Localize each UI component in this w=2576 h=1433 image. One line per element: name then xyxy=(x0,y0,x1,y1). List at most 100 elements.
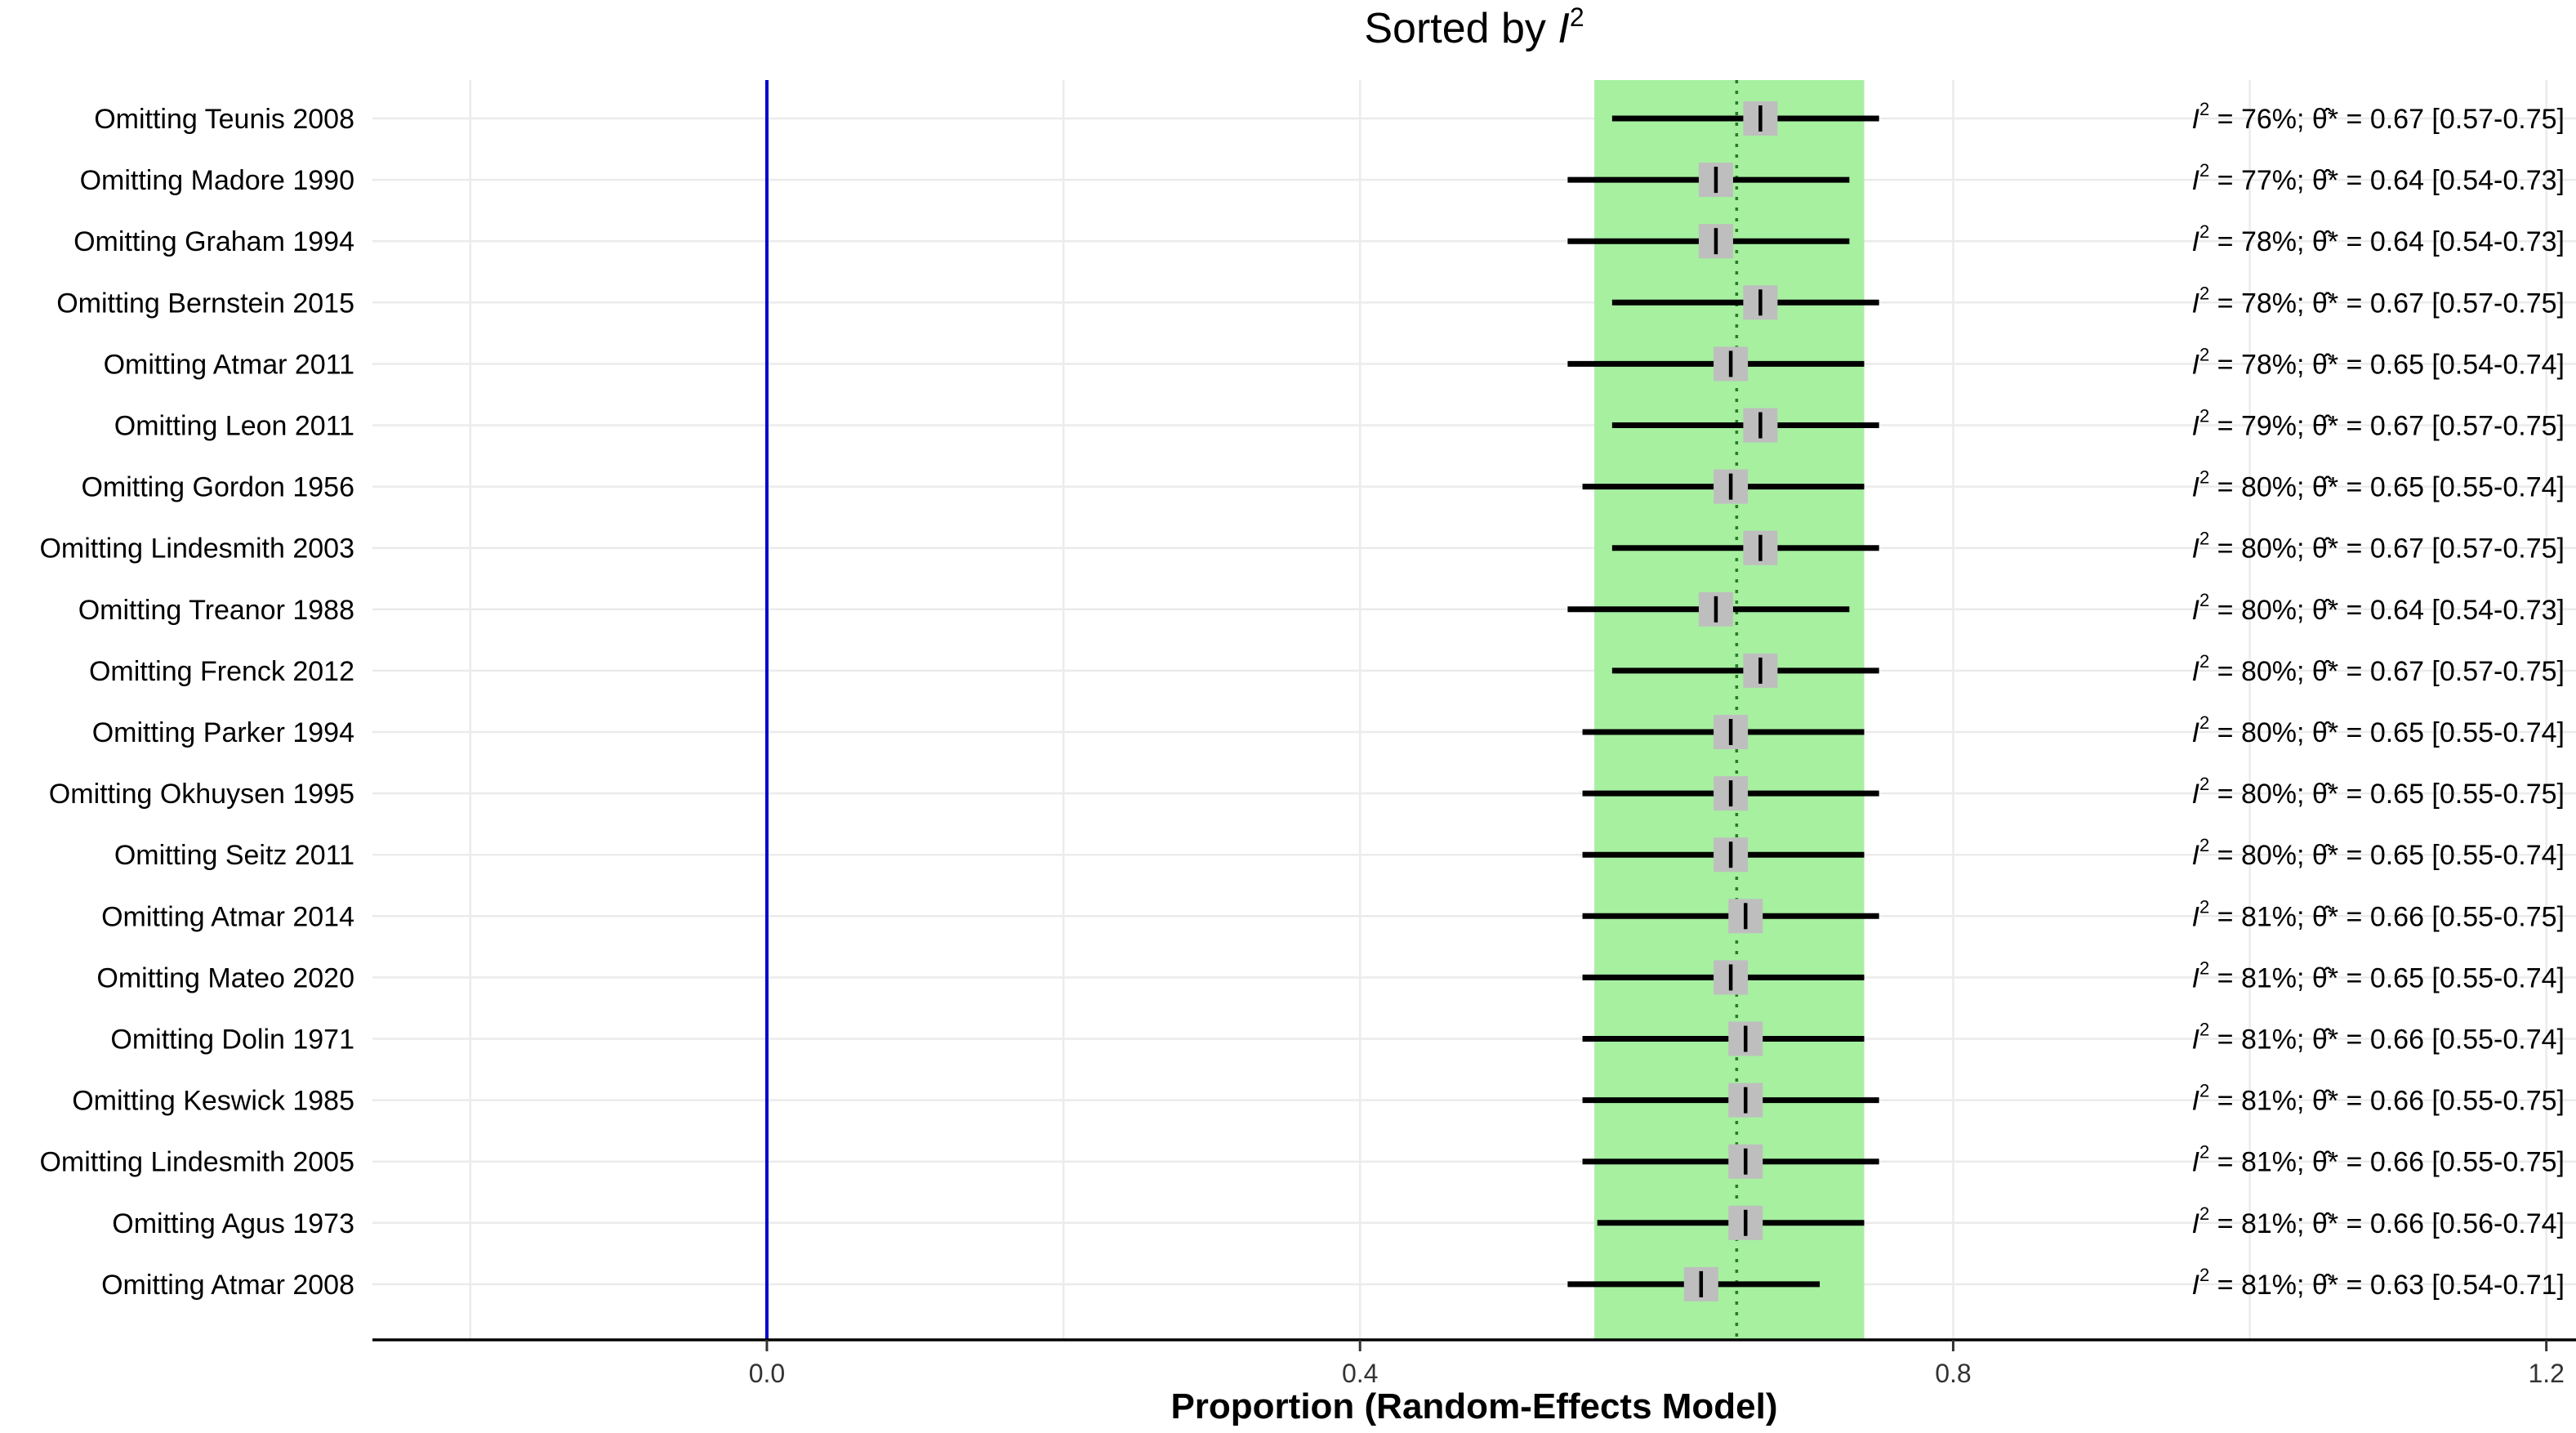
annotation-i-sup: 2 xyxy=(2199,529,2209,549)
study-label: Omitting Keswick 1985 xyxy=(72,1086,354,1117)
annotation-i-symbol: I xyxy=(2192,288,2200,319)
annotation-i-sup: 2 xyxy=(2199,896,2209,917)
annotation-estimate-value: 0.67 [0.57-0.75] xyxy=(2370,288,2565,319)
annotation-i-symbol: I xyxy=(2192,840,2200,871)
annotation-theta-symbol: θ̂* xyxy=(2312,349,2338,380)
annotation-equals: = xyxy=(2338,104,2370,135)
annotation-separator: ; xyxy=(2297,656,2312,687)
annotation-i2-value: 79% xyxy=(2241,411,2297,442)
annotation-i-sup: 2 xyxy=(2199,651,2209,672)
annotation-equals: = xyxy=(2209,1086,2241,1117)
annotation-i2-value: 81% xyxy=(2241,962,2297,993)
annotation-estimate-value: 0.66 [0.55-0.74] xyxy=(2370,1025,2565,1056)
study-label: Omitting Graham 1994 xyxy=(74,226,354,257)
annotation-i-sup: 2 xyxy=(2199,283,2209,303)
annotation-theta-symbol: θ̂* xyxy=(2312,165,2338,196)
annotation-i2-value: 80% xyxy=(2241,595,2297,626)
annotation-separator: ; xyxy=(2297,472,2312,503)
annotation-i-sup: 2 xyxy=(2199,774,2209,794)
annotation-theta-symbol: θ̂* xyxy=(2312,411,2338,442)
annotation-estimate-value: 0.65 [0.54-0.74] xyxy=(2370,349,2565,380)
annotation-equals: = xyxy=(2209,656,2241,687)
annotation-i2-value: 81% xyxy=(2241,1086,2297,1117)
row-annotation: I2 = 80%; θ̂* = 0.64 [0.54-0.73] xyxy=(2192,590,2565,626)
study-labels-layer: Omitting Teunis 2008 Omitting Madore 1990… xyxy=(39,104,354,1301)
annotation-separator: ; xyxy=(2297,226,2312,257)
row-annotation: I2 = 77%; θ̂* = 0.64 [0.54-0.73] xyxy=(2192,160,2565,196)
annotation-i-symbol: I xyxy=(2192,1086,2200,1117)
annotation-i-symbol: I xyxy=(2192,349,2200,380)
study-label: Omitting Bernstein 2015 xyxy=(56,288,354,319)
annotation-i2-value: 81% xyxy=(2241,1025,2297,1056)
study-label: Omitting Atmar 2008 xyxy=(101,1270,354,1301)
annotation-equals: = xyxy=(2209,901,2241,932)
row-annotation: I2 = 81%; θ̂* = 0.66 [0.55-0.75] xyxy=(2192,1142,2565,1178)
study-label: Omitting Teunis 2008 xyxy=(94,104,354,135)
row-annotation: I2 = 78%; θ̂* = 0.65 [0.54-0.74] xyxy=(2192,344,2565,380)
annotation-equals: = xyxy=(2338,349,2370,380)
row-annotation: I2 = 80%; θ̂* = 0.67 [0.57-0.75] xyxy=(2192,651,2565,687)
row-annotation: I2 = 81%; θ̂* = 0.66 [0.56-0.74] xyxy=(2192,1203,2565,1239)
study-label: Omitting Atmar 2014 xyxy=(101,901,354,932)
annotation-equals: = xyxy=(2209,962,2241,993)
annotation-equals: = xyxy=(2209,288,2241,319)
row-annotation: I2 = 80%; θ̂* = 0.67 [0.57-0.75] xyxy=(2192,529,2565,565)
annotation-i-symbol: I xyxy=(2192,1270,2200,1301)
annotation-i-symbol: I xyxy=(2192,472,2200,503)
annotation-i2-value: 80% xyxy=(2241,656,2297,687)
annotation-separator: ; xyxy=(2297,288,2312,319)
annotation-i2-value: 78% xyxy=(2241,349,2297,380)
study-label: Omitting Dolin 1971 xyxy=(110,1025,354,1056)
annotation-i-sup: 2 xyxy=(2199,221,2209,242)
pooled-ci-band xyxy=(1594,80,1865,1340)
annotation-separator: ; xyxy=(2297,901,2312,932)
annotation-i-symbol: I xyxy=(2192,595,2200,626)
annotation-i-symbol: I xyxy=(2192,717,2200,748)
annotation-equals: = xyxy=(2338,1086,2370,1117)
grid-layer xyxy=(372,80,2576,1340)
annotation-i-symbol: I xyxy=(2192,901,2200,932)
annotation-theta-symbol: θ̂* xyxy=(2312,1270,2338,1301)
annotation-estimate-value: 0.66 [0.55-0.75] xyxy=(2370,1086,2565,1117)
annotation-i-sup: 2 xyxy=(2199,467,2209,488)
study-label: Omitting Leon 2011 xyxy=(114,411,354,442)
annotation-i-symbol: I xyxy=(2192,533,2200,565)
annotation-i-sup: 2 xyxy=(2199,1265,2209,1285)
annotation-i-sup: 2 xyxy=(2199,835,2209,855)
annotation-equals: = xyxy=(2209,840,2241,871)
annotation-theta-symbol: θ̂* xyxy=(2312,901,2338,932)
annotation-separator: ; xyxy=(2297,1086,2312,1117)
annotation-equals: = xyxy=(2338,840,2370,871)
annotation-theta-symbol: θ̂* xyxy=(2312,717,2338,748)
row-annotation: I2 = 80%; θ̂* = 0.65 [0.55-0.74] xyxy=(2192,467,2565,503)
row-annotation: I2 = 79%; θ̂* = 0.67 [0.57-0.75] xyxy=(2192,406,2565,442)
annotation-separator: ; xyxy=(2297,1270,2312,1301)
annotation-separator: ; xyxy=(2297,840,2312,871)
x-axis: 0.0 0.4 0.8 1.2 xyxy=(372,1338,2576,1388)
x-tick-label: 0.4 xyxy=(1342,1359,1378,1388)
study-label: Omitting Madore 1990 xyxy=(80,165,354,196)
annotation-equals: = xyxy=(2338,901,2370,932)
annotation-estimate-value: 0.65 [0.55-0.75] xyxy=(2370,779,2565,810)
annotation-i-sup: 2 xyxy=(2199,1020,2209,1040)
chart-title-italic: I xyxy=(1558,5,1569,52)
annotation-separator: ; xyxy=(2297,717,2312,748)
annotation-estimate-value: 0.67 [0.57-0.75] xyxy=(2370,411,2565,442)
chart-title: Sorted by I2 xyxy=(1364,2,1584,52)
annotation-equals: = xyxy=(2209,595,2241,626)
row-annotation: I2 = 80%; θ̂* = 0.65 [0.55-0.74] xyxy=(2192,712,2565,748)
row-annotation: I2 = 81%; θ̂* = 0.66 [0.55-0.75] xyxy=(2192,896,2565,932)
row-annotation: I2 = 81%; θ̂* = 0.65 [0.55-0.74] xyxy=(2192,958,2565,993)
annotation-theta-symbol: θ̂* xyxy=(2312,1025,2338,1056)
annotation-equals: = xyxy=(2338,1208,2370,1239)
annotation-i2-value: 80% xyxy=(2241,472,2297,503)
annotation-equals: = xyxy=(2338,288,2370,319)
annotation-theta-symbol: θ̂* xyxy=(2312,288,2338,319)
annotation-i2-value: 81% xyxy=(2241,1208,2297,1239)
annotation-estimate-value: 0.65 [0.55-0.74] xyxy=(2370,840,2565,871)
annotation-i2-value: 80% xyxy=(2241,717,2297,748)
study-marks-layer xyxy=(1567,101,1879,1301)
annotation-theta-symbol: θ̂* xyxy=(2312,226,2338,257)
annotation-equals: = xyxy=(2338,1270,2370,1301)
